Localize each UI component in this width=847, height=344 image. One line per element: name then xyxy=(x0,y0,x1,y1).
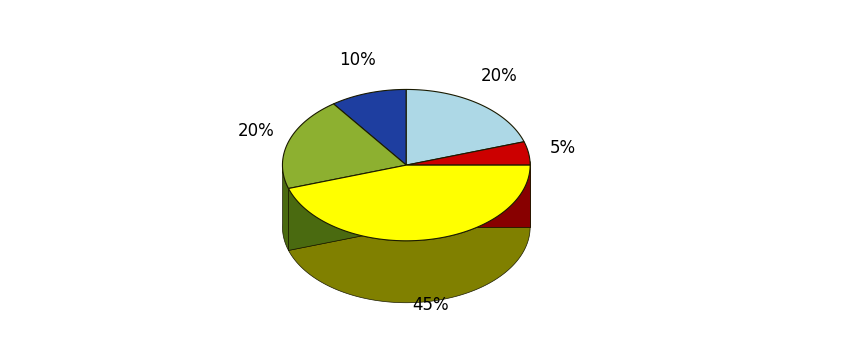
Polygon shape xyxy=(289,165,407,250)
Polygon shape xyxy=(407,89,524,165)
Text: 45%: 45% xyxy=(412,296,450,314)
Text: 20%: 20% xyxy=(481,67,518,85)
Polygon shape xyxy=(407,142,530,165)
Polygon shape xyxy=(282,104,407,189)
Polygon shape xyxy=(334,89,407,165)
Text: 10%: 10% xyxy=(339,51,376,69)
Polygon shape xyxy=(289,165,407,250)
Polygon shape xyxy=(407,165,530,227)
Polygon shape xyxy=(289,165,530,303)
Text: 20%: 20% xyxy=(237,122,274,140)
Polygon shape xyxy=(282,162,289,250)
Polygon shape xyxy=(289,165,530,241)
Text: 5%: 5% xyxy=(550,139,576,157)
Polygon shape xyxy=(407,165,530,227)
